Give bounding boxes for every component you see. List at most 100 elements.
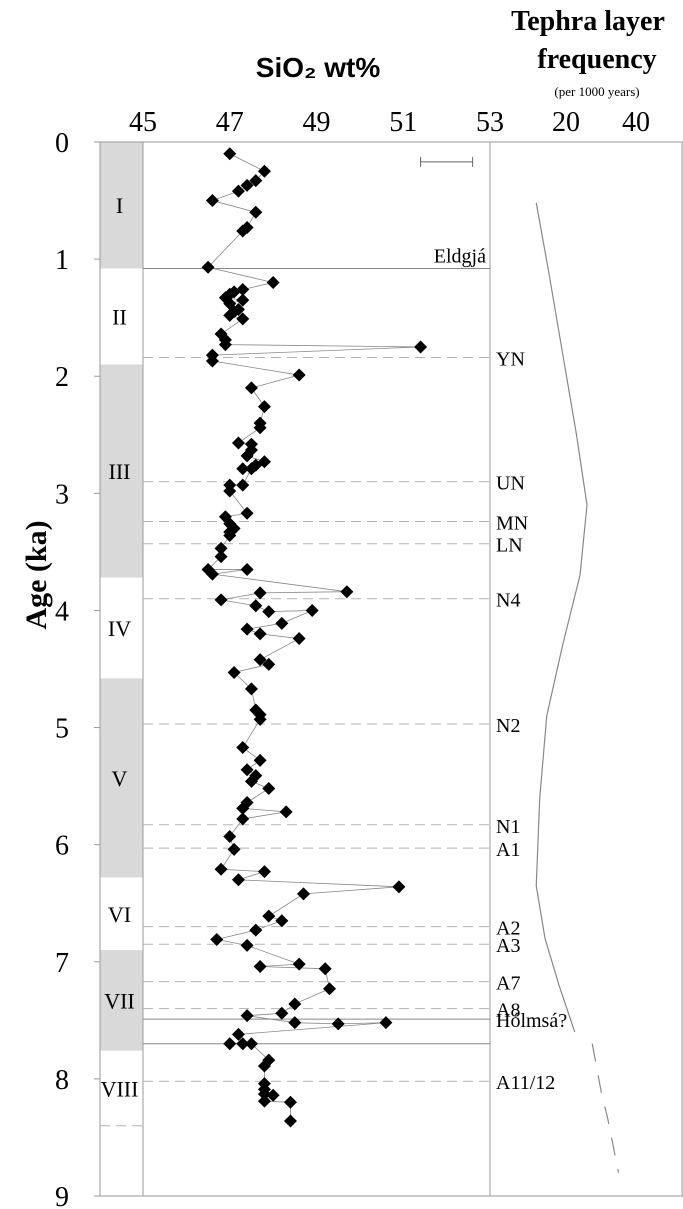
data-point [253, 959, 267, 973]
tephra-label: UN [496, 473, 525, 495]
data-point [236, 801, 250, 815]
data-point [257, 1059, 271, 1073]
zone-label: I [116, 193, 123, 218]
y-tick-label: 5 [55, 714, 69, 745]
data-point [201, 260, 215, 274]
data-point [292, 957, 306, 971]
data-point [292, 368, 306, 382]
frequency-curve [535, 202, 588, 1033]
data-point [240, 763, 254, 777]
data-point [283, 1095, 297, 1109]
data-point [223, 829, 237, 843]
data-point [240, 506, 254, 520]
tephra-label: A8 [496, 1000, 520, 1022]
y-tick-label: 0 [55, 128, 69, 159]
frequency-panel [535, 202, 620, 1173]
data-point [305, 603, 319, 617]
data-point [262, 781, 276, 795]
tephra-label: LN [496, 535, 523, 557]
tephra-label: A2 [496, 918, 520, 940]
data-point [292, 632, 306, 646]
tephra-label: YN [496, 348, 525, 370]
frequency-subtitle: (per 1000 years) [554, 84, 639, 99]
tephra-label: Hólmsá? [496, 1010, 567, 1032]
plot-frame [99, 141, 683, 1197]
data-point [379, 1016, 393, 1030]
data-point [275, 616, 289, 630]
data-point [288, 1016, 302, 1030]
data-point [231, 873, 245, 887]
chart-title: SiO₂ wt% [256, 52, 381, 83]
x-tick-label: 45 [129, 107, 157, 138]
y-axis-ticks: 0 1 2 3 4 5 6 7 8 9 [55, 128, 100, 1209]
y-tick-label: 3 [55, 479, 69, 510]
zone-label: VI [108, 902, 131, 927]
data-point [253, 712, 267, 726]
data-point [214, 541, 228, 555]
tephra-label: A7 [496, 973, 520, 995]
data-point [205, 354, 219, 368]
y-tick-label: 9 [55, 1182, 69, 1209]
data-point [279, 805, 293, 819]
tephra-label: N2 [496, 715, 520, 737]
data-point [236, 462, 250, 476]
data-point [244, 774, 258, 788]
data-point [414, 340, 428, 354]
tephra-label: N1 [496, 816, 520, 838]
y-tick-label: 8 [55, 1065, 69, 1096]
data-point [340, 585, 354, 599]
data-point [253, 421, 267, 435]
x-tick-label: 47 [216, 107, 244, 138]
zone-label: II [112, 304, 127, 329]
data-point [223, 1037, 237, 1051]
y-tick-label: 4 [55, 596, 69, 627]
data-point [262, 909, 276, 923]
data-point [262, 605, 276, 619]
zone-box [100, 877, 143, 951]
frequency-title-line2: frequency [537, 44, 656, 75]
tephra-label: A3 [496, 935, 520, 957]
frequency-title-line1: Tephra layer [511, 6, 665, 37]
zone-box [100, 950, 143, 1051]
data-point [257, 400, 271, 414]
data-point [236, 1037, 250, 1051]
data-point [266, 1088, 280, 1102]
data-point [236, 224, 250, 238]
data-point [231, 436, 245, 450]
data-point [253, 586, 267, 600]
data-point [240, 178, 254, 192]
data-point [323, 982, 337, 996]
data-point [227, 666, 241, 680]
data-point [283, 1114, 297, 1128]
tephra-label: N4 [496, 590, 520, 612]
data-points [201, 147, 428, 1128]
y-tick-label: 7 [55, 948, 69, 979]
zone-box [100, 364, 143, 578]
data-point [236, 312, 250, 326]
zone-label: VII [104, 988, 135, 1013]
zone-label: V [112, 766, 128, 791]
data-point [257, 164, 271, 178]
data-point [236, 478, 250, 492]
data-point [288, 997, 302, 1011]
data-point [244, 381, 258, 395]
data-point [231, 184, 245, 198]
data-point [214, 550, 228, 564]
zone-box [100, 678, 143, 878]
frequency-x-tick-label: 20 [552, 107, 580, 138]
data-point [262, 657, 276, 671]
data-point [244, 462, 258, 476]
data-point [275, 1006, 289, 1020]
data-point [249, 174, 263, 188]
data-point [214, 862, 228, 876]
data-point [218, 338, 232, 352]
tephra-label: A1 [496, 839, 520, 861]
data-point [240, 622, 254, 636]
data-point [236, 812, 250, 826]
data-point [392, 880, 406, 894]
data-point [210, 933, 224, 947]
y-tick-label: 2 [55, 362, 69, 393]
zone-label: VIII [101, 1076, 139, 1101]
zone-box [100, 268, 143, 365]
